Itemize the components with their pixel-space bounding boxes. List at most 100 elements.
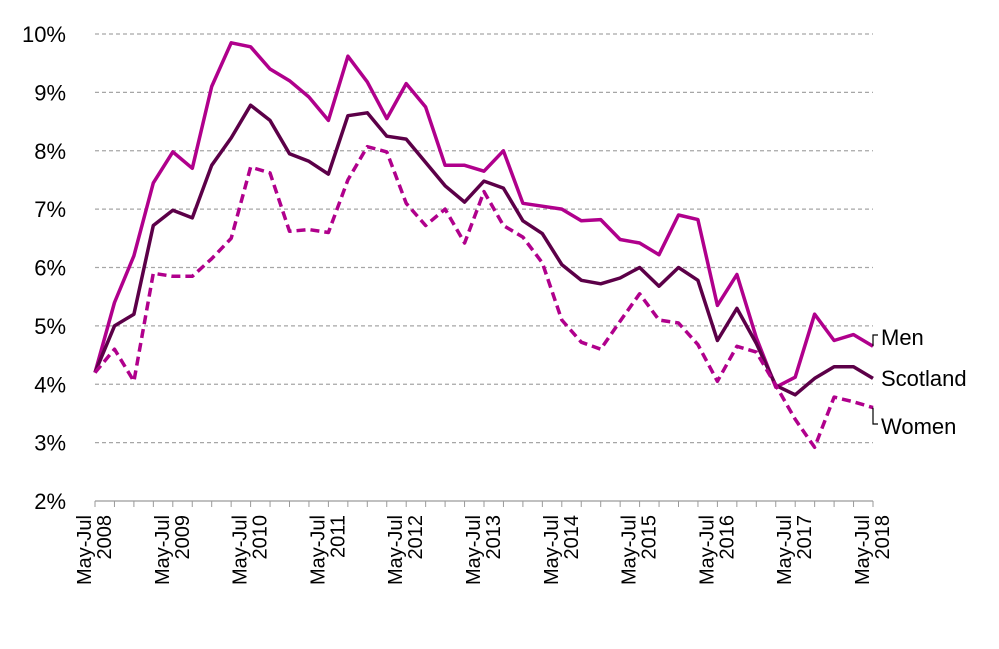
data-point-men [521,201,525,205]
data-point-women [735,344,739,348]
x-tick-year: 2016 [716,515,738,560]
data-point-men [540,204,544,208]
data-point-women [579,340,583,344]
data-point-scotland [754,341,758,345]
data-point-men [229,41,233,45]
x-tick-period: May-Jul [696,515,718,585]
data-point-women [560,318,564,322]
data-point-women [268,171,272,175]
data-point-men [696,218,700,222]
x-tick-period: May-Jul [852,515,874,585]
data-point-men [463,163,467,167]
data-point-scotland [463,200,467,204]
data-point-men [268,67,272,71]
y-tick-label: 3% [34,431,66,456]
data-point-women [404,201,408,205]
data-point-men [657,253,661,257]
data-point-men [852,333,856,337]
data-point-scotland [482,179,486,183]
data-point-women [365,145,369,149]
data-point-men [326,118,330,122]
data-point-scotland [521,219,525,223]
data-point-women [774,383,778,387]
data-point-women [832,395,836,399]
data-point-scotland [793,393,797,397]
data-point-men [190,166,194,170]
data-point-women [696,343,700,347]
data-point-men [151,181,155,185]
x-tick-period: May-Jul [541,515,563,585]
data-point-women [326,230,330,234]
data-point-women [599,347,603,351]
x-tick-period: May-Jul [463,515,485,585]
data-point-women [501,223,505,227]
data-point-women [288,229,292,233]
data-point-men [715,303,719,307]
y-tick-label: 4% [34,372,66,397]
x-tick-period: May-Jul [619,515,641,585]
x-tick-year: 2015 [639,515,661,560]
gridlines [95,33,873,502]
data-point-scotland [677,266,681,270]
x-tick-period: May-Jul [774,515,796,585]
x-tick-year: 2012 [405,515,427,560]
data-point-scotland [307,159,311,163]
data-point-men [346,54,350,58]
data-point-women [112,347,116,351]
data-point-women [540,261,544,265]
data-point-men [832,338,836,342]
data-point-men [813,312,817,316]
data-point-women [307,228,311,232]
series-label-women: Women [881,414,956,439]
data-point-women [715,379,719,383]
data-point-scotland [424,160,428,164]
y-axis-ticks: 2% 3% 4% 5% 6% 7% 8% 9% 10% [22,22,66,514]
series-line-scotland [93,103,874,397]
y-tick-label: 2% [34,489,66,514]
data-point-men [171,150,175,154]
x-tick-period: May-Jul [74,515,96,585]
data-point-women [190,274,194,278]
series-line-men [93,41,874,389]
series-labels: Men Scotland Women [872,325,967,439]
data-point-men [793,375,797,379]
x-tick-year: 2011 [327,515,349,558]
data-point-men [638,241,642,245]
x-tick-year: 2010 [250,515,272,560]
label-leader-line [872,407,878,425]
data-point-scotland [638,266,642,270]
data-point-scotland [190,216,194,220]
data-point-women [424,223,428,227]
data-point-scotland [171,208,175,212]
data-point-women [249,165,253,169]
data-point-scotland [852,365,856,369]
x-tick-period: May-Jul [230,515,252,585]
data-point-women [463,241,467,245]
data-point-men [210,85,214,89]
data-point-women [618,319,622,323]
data-point-scotland [618,276,622,280]
y-tick-label: 9% [34,80,66,105]
data-point-men [501,149,505,153]
data-point-men [560,207,564,211]
y-tick-label: 5% [34,314,66,339]
label-leader-line [872,334,878,347]
y-tick-label: 6% [34,256,66,281]
data-point-men [112,301,116,305]
series-label-men: Men [881,325,924,350]
data-point-men [599,218,603,222]
data-point-scotland [540,232,544,236]
data-point-men [677,213,681,217]
data-point-scotland [210,163,214,167]
data-point-men [424,105,428,109]
x-tick-year: 2008 [94,515,116,560]
data-point-scotland [696,278,700,282]
y-tick-label: 7% [34,197,66,222]
data-point-men [132,254,136,258]
